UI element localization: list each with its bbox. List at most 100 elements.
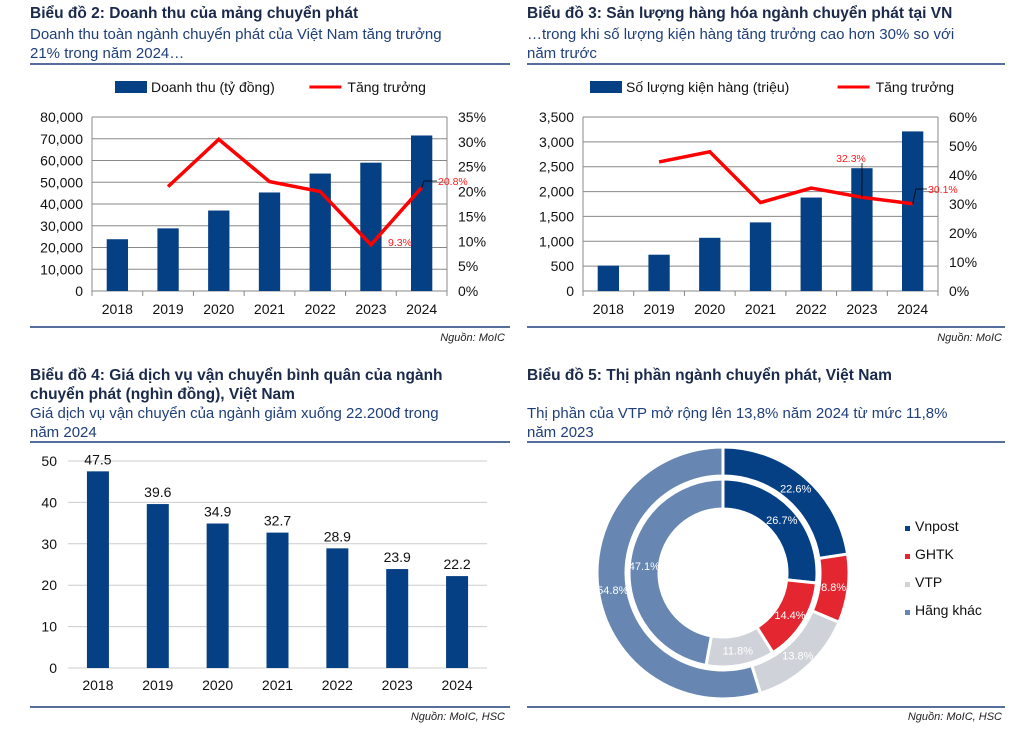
bar	[157, 228, 179, 291]
left-axis-tick: 2,000	[539, 184, 574, 200]
left-axis-tick: 2,500	[539, 159, 574, 175]
data-label: 47.5	[84, 451, 111, 467]
left-axis-tick: 3,000	[539, 134, 574, 150]
left-axis-tick: 80,000	[40, 109, 83, 125]
right-axis-tick: 0%	[949, 283, 969, 299]
x-axis-label: 2020	[694, 301, 725, 317]
annotation-2023: 32.3%	[836, 153, 866, 165]
chart2-title: Biểu đồ 2: Doanh thu của mảng chuyển phá…	[30, 5, 358, 22]
bar	[309, 173, 331, 291]
growth-line	[166, 137, 423, 248]
x-axis-label: 2024	[406, 301, 437, 317]
chart3: Số lượng kiện hàng (triệu) Tăng trưởng 0 50…	[539, 79, 977, 317]
chart4: 0 10 20 30 40 50 47.5 2018 39.6 2019 34.9 2020 32.7 2…	[41, 451, 487, 693]
y-axis-tick: 20	[41, 577, 57, 593]
x-axis-label: 2021	[745, 301, 776, 317]
chart4-subtitle-2: năm 2024	[30, 424, 97, 441]
x-axis-label: 2023	[846, 301, 877, 317]
left-axis-tick: 70,000	[40, 131, 83, 147]
data-label: 28.9	[324, 528, 351, 544]
inner-slice-label: 14.4%	[774, 610, 805, 622]
legend-bar-label: Số lượng kiện hàng (triệu)	[626, 79, 789, 95]
x-axis-label: 2018	[593, 301, 624, 317]
x-axis-label: 2018	[102, 301, 133, 317]
bar	[800, 197, 822, 291]
x-axis-label: 2024	[897, 301, 928, 317]
right-axis-tick: 0%	[458, 283, 478, 299]
legend-swatch	[905, 610, 910, 615]
right-axis-tick: 15%	[458, 208, 486, 224]
right-axis-tick: 35%	[458, 109, 486, 125]
x-axis-label: 2018	[82, 677, 113, 693]
inner-slice-label: 47.1%	[629, 561, 660, 573]
data-label: 39.6	[144, 484, 171, 500]
x-axis-label: 2022	[796, 301, 827, 317]
left-axis-tick: 50,000	[40, 174, 83, 190]
chart5-source: Nguồn: MoIC, HSC	[908, 711, 1002, 723]
left-axis-tick: 40,000	[40, 196, 83, 212]
bar	[146, 504, 169, 668]
bar	[386, 569, 409, 668]
bar	[206, 523, 229, 668]
legend-label: Vnpost	[915, 518, 959, 534]
chart4-title-2: chuyển phát (nghìn đồng), Việt Nam	[30, 386, 295, 403]
left-axis-tick: 1,000	[539, 233, 574, 249]
inner-slice-label: 11.8%	[723, 646, 754, 658]
x-axis-label: 2022	[305, 301, 336, 317]
chart3-subtitle-2: năm trước	[527, 45, 597, 62]
bar	[106, 239, 129, 291]
annotation-2024: 30.1%	[928, 184, 958, 196]
data-label: 22.2	[443, 556, 470, 572]
x-axis-label: 2022	[322, 677, 353, 693]
right-axis-tick: 20%	[458, 184, 486, 200]
annotation-2024: 20.8%	[438, 176, 468, 188]
legend-label: Hãng khác	[915, 602, 982, 618]
data-label: 23.9	[384, 549, 411, 565]
chart2-subtitle-2: 21% trong năm 2024…	[30, 45, 184, 62]
right-axis-tick: 30%	[458, 134, 486, 150]
legend-bar-label: Doanh thu (tỷ đồng)	[151, 79, 275, 95]
left-axis-tick: 0	[566, 283, 574, 299]
chart3-source: Nguồn: MoIC	[937, 332, 1002, 344]
legend-line-label: Tăng trưởng	[876, 79, 954, 95]
chart3-title: Biểu đồ 3: Sản lượng hàng hóa ngành chuy…	[527, 5, 952, 22]
legend-bar-swatch	[115, 81, 147, 93]
y-axis-tick: 0	[49, 660, 57, 676]
bar	[749, 222, 772, 291]
outer-slice-label: 8.8%	[821, 582, 846, 594]
chart2-source: Nguồn: MoIC	[440, 332, 505, 344]
bar	[597, 265, 620, 291]
left-axis-tick: 30,000	[40, 218, 83, 234]
bar	[360, 162, 382, 291]
chart5-subtitle-1: Thị phần của VTP mở rộng lên 13,8% năm 2…	[527, 405, 947, 422]
leader-line	[421, 180, 437, 188]
x-axis-label: 2023	[382, 677, 413, 693]
right-axis-tick: 30%	[949, 196, 977, 212]
right-axis-tick: 60%	[949, 109, 977, 125]
right-axis-tick: 5%	[458, 258, 478, 274]
bar	[410, 135, 433, 291]
x-axis-label: 2021	[254, 301, 285, 317]
chart2-subtitle-1: Doanh thu toàn ngành chuyển phát của Việ…	[30, 26, 442, 43]
chart5: 22.6% 8.8% 13.8% 54.8% 26.7% 14.4% 11.8% 47.1% V…	[595, 445, 982, 701]
legend-swatch	[905, 582, 910, 587]
legend-swatch	[905, 526, 910, 531]
legend-swatch	[905, 554, 910, 559]
right-axis-tick: 20%	[949, 225, 977, 241]
left-axis-tick: 10,000	[40, 261, 83, 277]
legend-bar-swatch	[590, 81, 622, 93]
left-axis-tick: 20,000	[40, 240, 83, 256]
left-axis-tick: 0	[75, 283, 83, 299]
right-axis-tick: 40%	[949, 167, 977, 183]
right-axis-tick: 10%	[949, 254, 977, 270]
x-axis-label: 2021	[262, 677, 293, 693]
bar	[266, 532, 289, 668]
left-axis-tick: 500	[551, 258, 575, 274]
x-axis-label: 2019	[643, 301, 674, 317]
left-axis-tick: 60,000	[40, 153, 83, 169]
bar	[699, 237, 721, 291]
growth-line	[658, 149, 913, 206]
leader-line	[912, 188, 927, 204]
